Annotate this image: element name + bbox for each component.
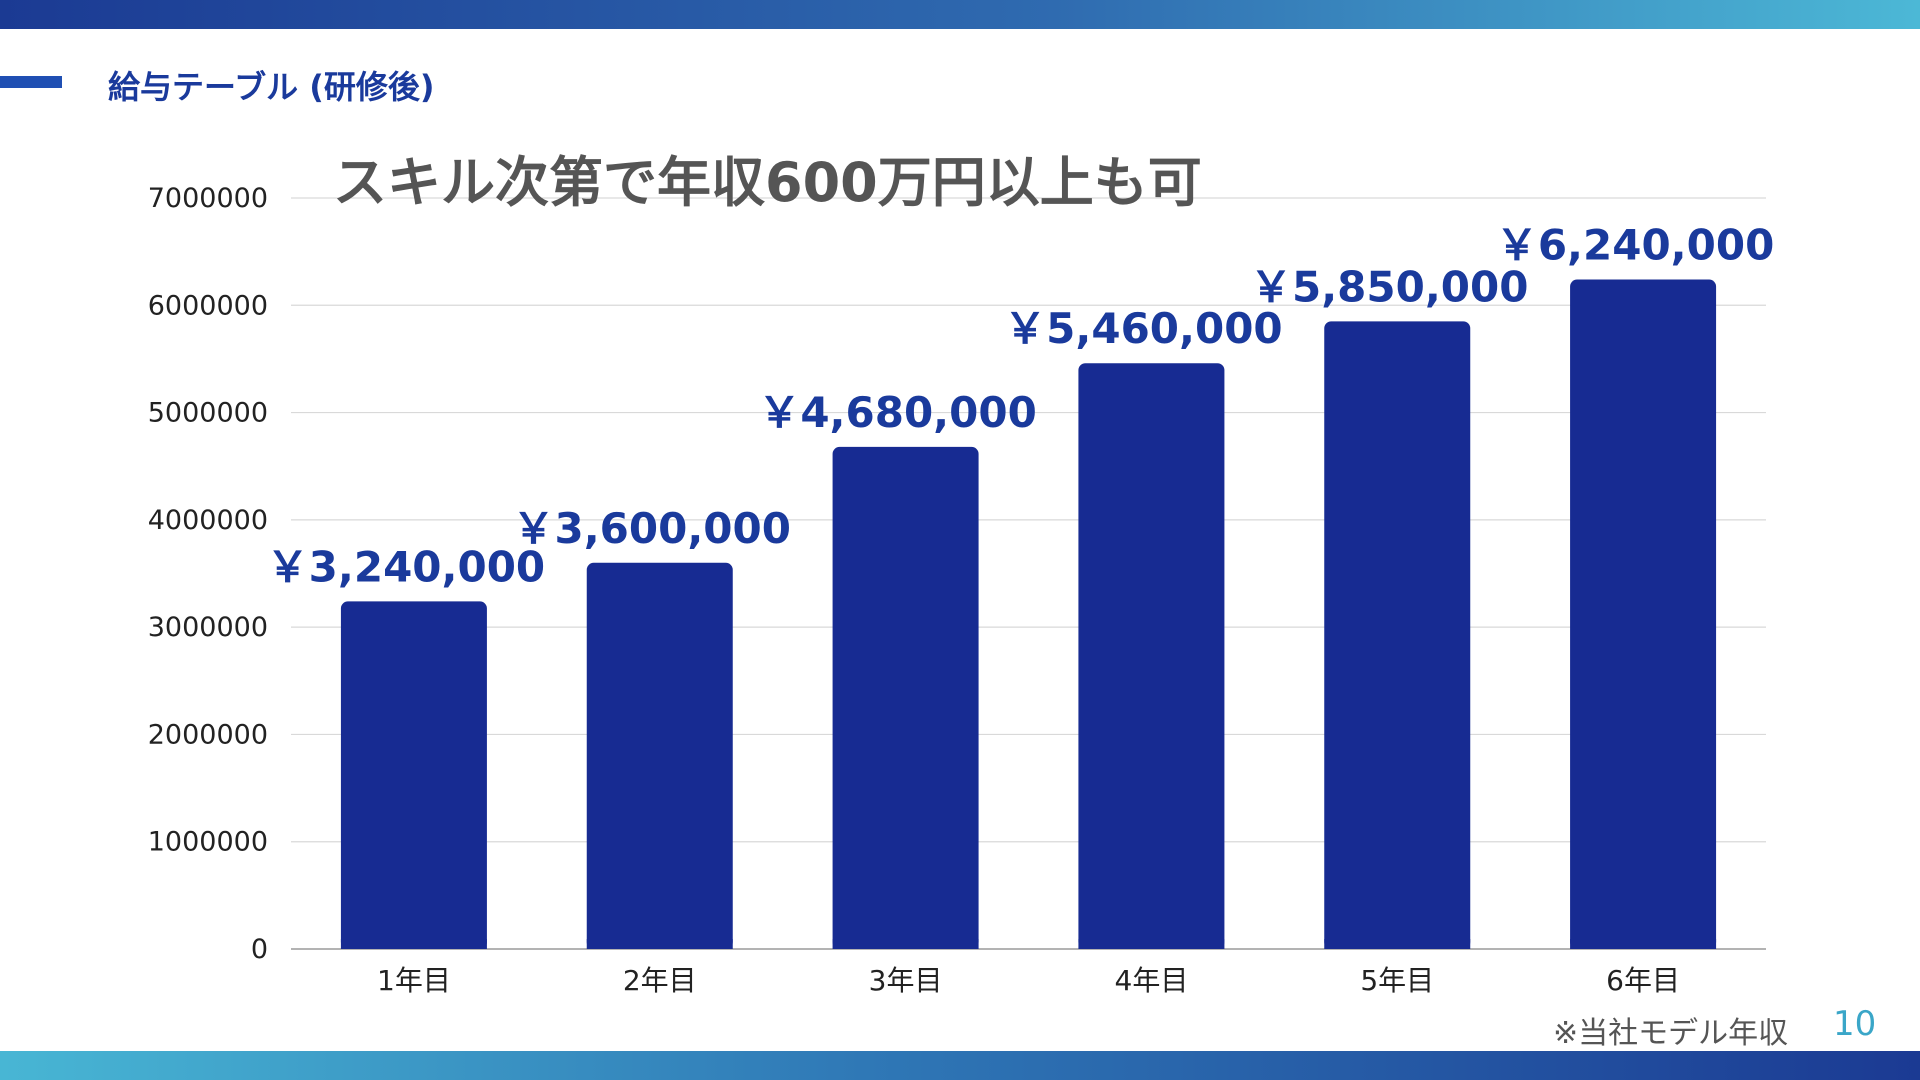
x-tick-label: 6年目 [1606, 964, 1680, 997]
x-tick-label: 2年目 [623, 964, 697, 997]
footnote: ※当社モデル年収 [1553, 1016, 1789, 1051]
y-tick-label: 1000000 [148, 827, 268, 858]
bar [586, 562, 733, 949]
header-accent-bar [0, 76, 62, 88]
y-tick-label: 5000000 [148, 398, 268, 429]
bar [340, 601, 487, 949]
bar-base [586, 939, 733, 949]
y-tick-label: 6000000 [148, 290, 268, 321]
bar-base [1078, 939, 1225, 949]
page-number: 10 [1833, 1004, 1877, 1044]
x-tick-label: 5年目 [1360, 964, 1434, 997]
bar-base [340, 939, 487, 949]
y-tick-label: 7000000 [148, 183, 268, 214]
data-label: ￥3,240,000 [267, 542, 545, 591]
x-tick-label: 3年目 [869, 964, 943, 997]
y-tick-label: 0 [251, 934, 268, 965]
bar-base [832, 939, 979, 949]
bar-base [1324, 939, 1471, 949]
chart-title: スキル次第で年収600万円以上も可 [333, 151, 1202, 214]
data-label: ￥6,240,000 [1496, 221, 1774, 270]
bar [1324, 321, 1471, 950]
y-tick-label: 2000000 [148, 719, 268, 750]
bar [832, 446, 979, 949]
bar [1078, 363, 1225, 950]
top-gradient-bar [0, 0, 1920, 29]
data-label: ￥5,460,000 [1004, 304, 1282, 353]
bar-base [1570, 939, 1717, 949]
slide-header-title: 給与テーブル (研修後) [108, 68, 435, 106]
x-tick-label: 1年目 [377, 964, 451, 997]
data-label: ￥4,680,000 [758, 388, 1036, 437]
bar [1570, 279, 1717, 950]
y-tick-label: 4000000 [148, 505, 268, 536]
y-tick-label: 3000000 [148, 612, 268, 643]
data-label: ￥5,850,000 [1250, 262, 1528, 311]
bottom-gradient-bar [0, 1051, 1920, 1080]
data-label: ￥3,600,000 [513, 504, 791, 553]
x-tick-label: 4年目 [1115, 964, 1189, 997]
